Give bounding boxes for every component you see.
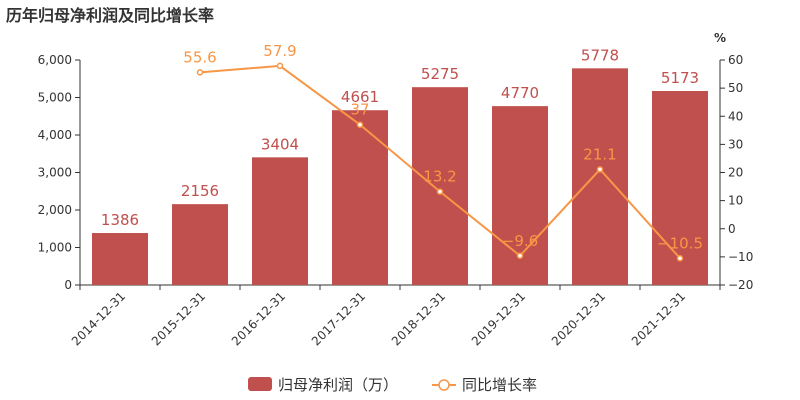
y-right-unit: %: [714, 31, 726, 45]
y-right-tick-label: 50: [728, 81, 743, 95]
x-tick-label: 2016-12-31: [229, 289, 288, 348]
y-left-tick-label: 6,000: [38, 53, 72, 67]
line-point: [596, 166, 604, 173]
y-left-tick-label: 1,000: [38, 241, 72, 255]
bar: [172, 204, 228, 285]
y-right-tick-label: 0: [728, 222, 736, 236]
x-tick-label: 2019-12-31: [469, 289, 528, 348]
bar: [572, 68, 628, 285]
y-left-tick-label: 3,000: [38, 166, 72, 180]
line-point: [276, 62, 284, 70]
chart-title: 历年归母净利润及同比增长率: [6, 6, 215, 25]
y-right-tick-label: 60: [728, 53, 743, 67]
line-point-label: 13.2: [423, 168, 456, 186]
line-point: [356, 121, 364, 128]
y-right-tick-label: 20: [728, 166, 743, 180]
y-left-tick-label: 2,000: [38, 203, 72, 217]
bar: [412, 87, 468, 285]
legend-line-marker: [438, 379, 450, 391]
x-tick-label: 2020-12-31: [549, 289, 608, 348]
bar: [92, 233, 148, 285]
line-point-label: −10.5: [657, 234, 703, 252]
y-left-tick-label: 5,000: [38, 91, 72, 105]
bar-value-label: 4770: [501, 84, 539, 102]
x-tick-label: 2014-12-31: [69, 289, 128, 348]
y-left-tick-label: 4,000: [38, 128, 72, 142]
y-right-tick-label: 30: [728, 137, 743, 151]
bar-value-label: 3404: [261, 135, 299, 153]
line-point: [196, 69, 204, 76]
x-tick-label: 2015-12-31: [149, 289, 208, 348]
line-point: [676, 255, 684, 262]
bar-value-label: 5275: [421, 65, 459, 83]
bar-value-label: 5173: [661, 69, 699, 87]
y-right-tick-label: −20: [728, 278, 753, 292]
line-point: [516, 252, 524, 259]
x-tick-label: 2018-12-31: [389, 289, 448, 348]
line-point-label: 37: [350, 101, 369, 119]
bar: [652, 91, 708, 285]
bar-value-label: 5778: [581, 46, 619, 64]
legend-line-label: 同比增长率: [462, 376, 537, 394]
x-tick-label: 2021-12-31: [629, 289, 688, 348]
legend-bar-swatch: [248, 377, 272, 391]
bar-value-label: 4661: [341, 88, 379, 106]
line-point-label: 21.1: [583, 145, 616, 163]
legend-bar-label: 归母净利润（万）: [278, 376, 398, 394]
y-right-tick-label: 10: [728, 194, 743, 208]
line-point-label: 57.9: [263, 42, 296, 60]
y-left-tick-label: 0: [64, 278, 72, 292]
bar-value-label: 2156: [181, 182, 219, 200]
bar-value-label: 1386: [101, 211, 139, 229]
bar: [252, 157, 308, 285]
y-right-tick-label: −10: [728, 250, 753, 264]
bar: [332, 110, 388, 286]
line-point-label: 55.6: [183, 48, 216, 66]
line-point-label: −9.6: [502, 232, 538, 250]
y-right-tick-label: 40: [728, 109, 743, 123]
x-tick-label: 2017-12-31: [309, 289, 368, 348]
line-point: [436, 188, 444, 195]
